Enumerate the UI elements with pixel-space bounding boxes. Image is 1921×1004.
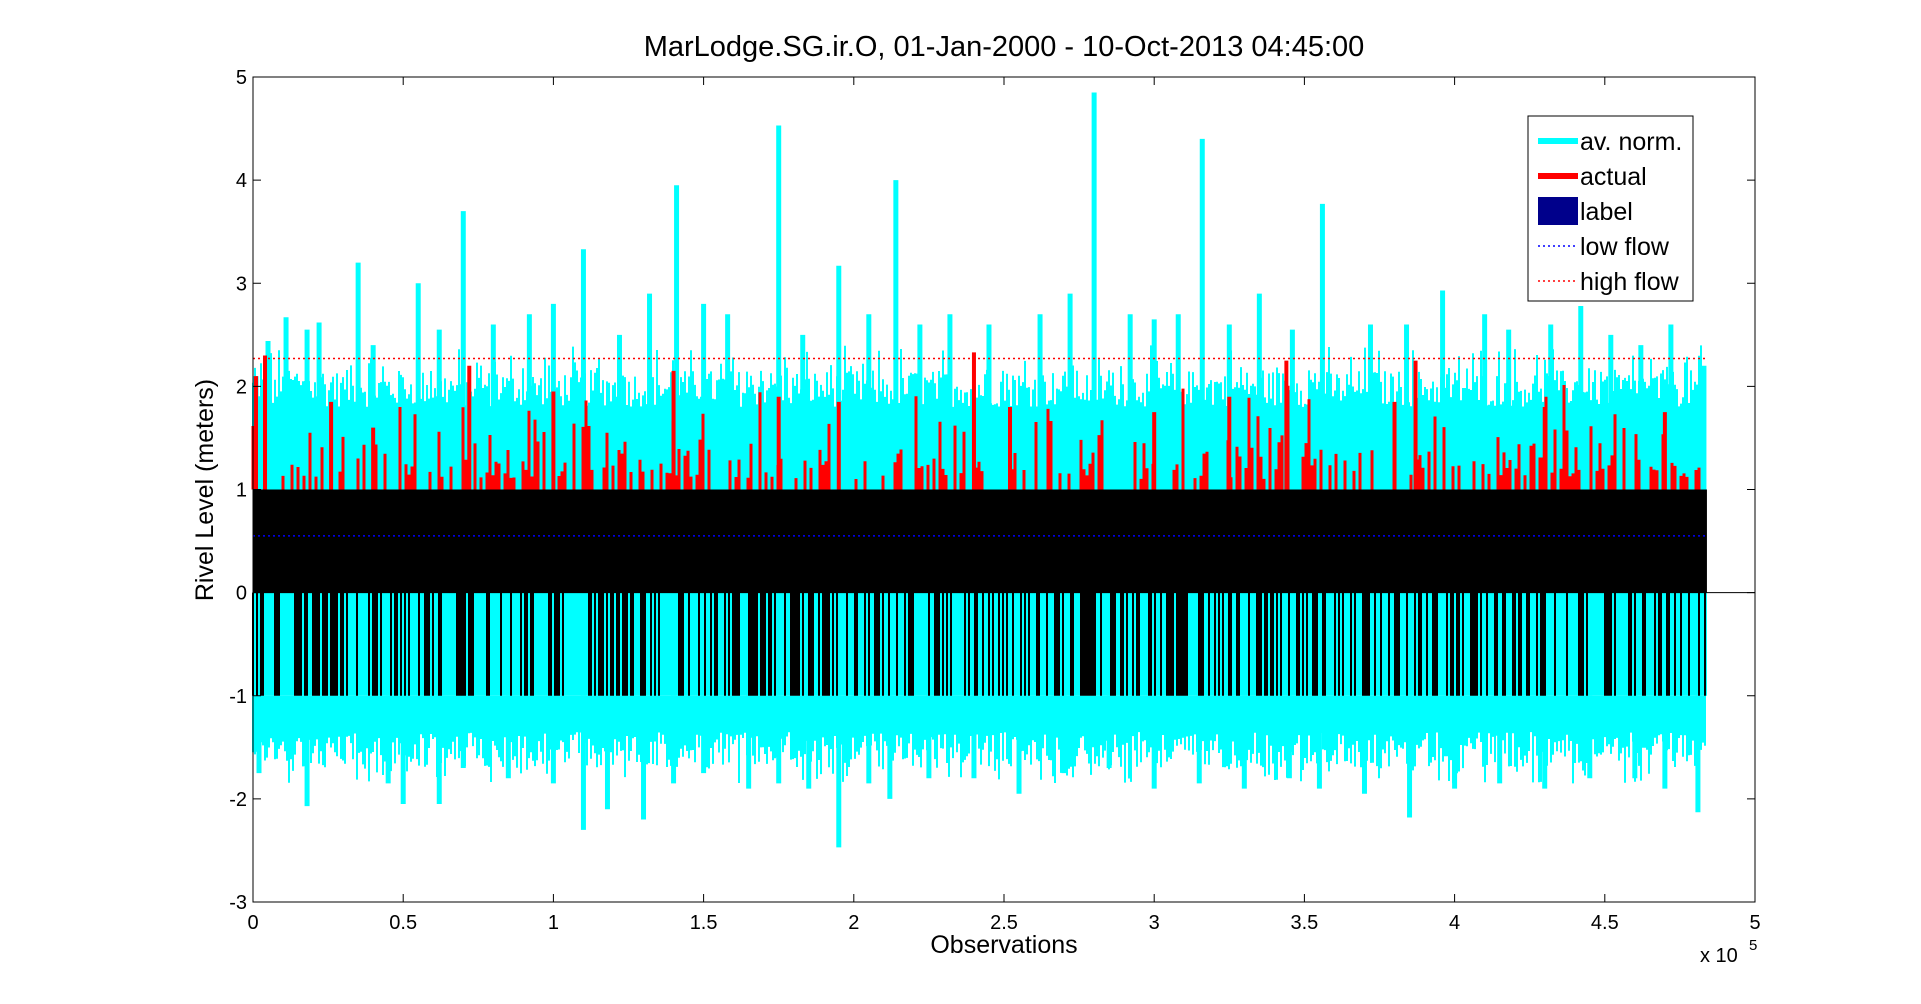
x-axis-exponent: x 10 <box>1700 945 1738 967</box>
data-layer <box>251 92 1755 848</box>
x-tick-label: 1.5 <box>690 912 718 934</box>
x-tick-label: 4 <box>1449 912 1460 934</box>
y-tick-label: 1 <box>236 480 247 502</box>
x-tick-label: 0 <box>247 912 258 934</box>
legend-label: high flow <box>1580 268 1680 296</box>
legend-label: actual <box>1580 163 1647 191</box>
y-axis-label: Rivel Level (meters) <box>191 379 219 601</box>
y-tick-label: 5 <box>236 67 247 89</box>
y-tick-label: 2 <box>236 376 247 398</box>
axes: 0 0.5 1 1.5 2 2.5 3 3.5 4 4.5 5 -3 -2 -1 0 1 2 3 4 5 <box>229 67 1760 934</box>
x-tick-label: 5 <box>1749 912 1760 934</box>
x-axis-label: Observations <box>930 931 1077 959</box>
legend: av. norm. actual label low flow high flow <box>1527 115 1694 302</box>
y-tick-label: 3 <box>236 273 247 295</box>
chart-title: MarLodge.SG.ir.O, 01-Jan-2000 - 10-Oct-2… <box>644 31 1365 63</box>
x-tick-label: 2.5 <box>990 912 1018 934</box>
x-tick-label: 3 <box>1149 912 1160 934</box>
x-axis-exponent-power: 5 <box>1749 937 1757 954</box>
legend-label: av. norm. <box>1580 128 1682 156</box>
label-band-lower-fill <box>253 592 1707 696</box>
y-tick-label: -1 <box>229 686 247 708</box>
x-tick-label: 1 <box>548 912 559 934</box>
label-band-upper <box>253 489 1707 593</box>
y-tick-label: 0 <box>236 583 247 605</box>
x-tick-label: 4.5 <box>1591 912 1619 934</box>
x-tick-label: 0.5 <box>389 912 417 934</box>
y-tick-label: -2 <box>229 789 247 811</box>
x-tick-label: 2 <box>848 912 859 934</box>
x-tick-label: 3.5 <box>1290 912 1318 934</box>
y-tick-label: -3 <box>229 892 247 914</box>
legend-label: label <box>1580 198 1633 226</box>
legend-label: low flow <box>1580 233 1670 261</box>
y-tick-label: 4 <box>236 170 247 192</box>
legend-swatch <box>1538 197 1578 225</box>
